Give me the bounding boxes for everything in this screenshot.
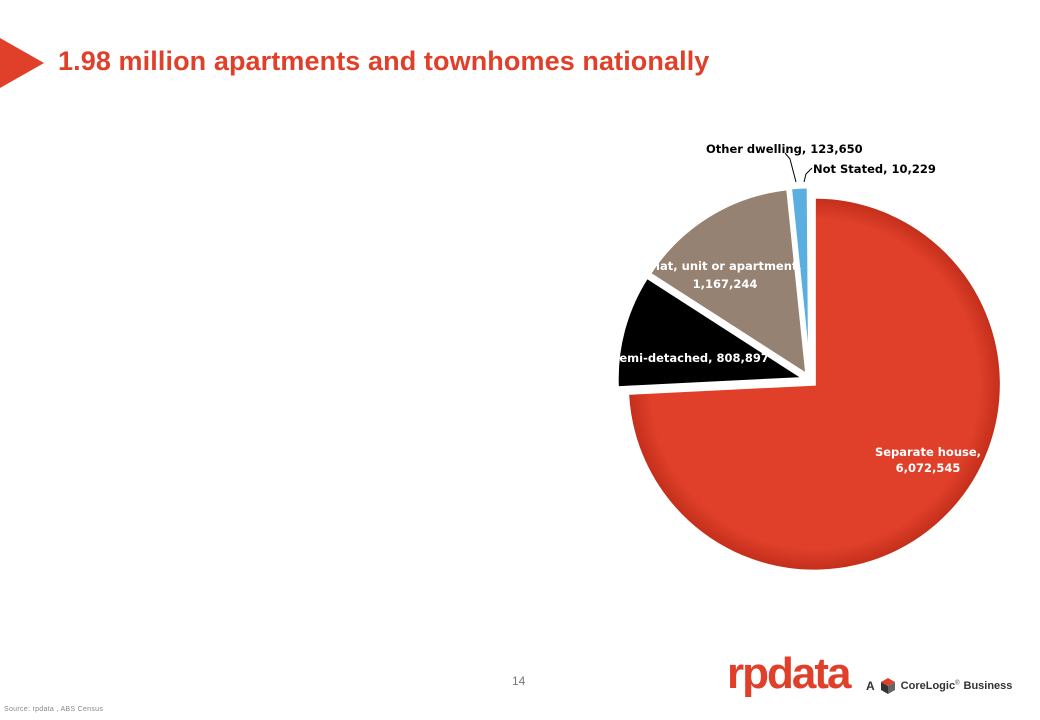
slice-label-separate-house: Separate house, 6,072,545 <box>875 445 981 475</box>
leader-line-4 <box>803 167 813 183</box>
title-accent-arrow <box>0 38 44 88</box>
pie-slice-flat-unit-or-apartment <box>647 187 809 378</box>
pie-slice-not-stated <box>806 185 812 375</box>
rpdata-logo: rpdata <box>727 649 851 698</box>
page-number: 14 <box>512 674 526 688</box>
corelogic-cube-icon <box>880 678 895 694</box>
badge-a: A <box>866 679 875 693</box>
source-note: Source: rpdata , ABS Census <box>4 706 104 713</box>
pie-slice-separate-house <box>625 195 1003 573</box>
leader-line-3 <box>784 152 797 183</box>
pie-slice-semi-detached <box>615 275 809 390</box>
corelogic-badge: A CoreLogic® Business <box>866 674 1012 698</box>
slice-label-flat-unit-or-apartment: Flat, unit or apartment, 1,167,244 <box>648 259 802 291</box>
slide-title: 1.98 million apartments and townhomes na… <box>58 46 710 76</box>
badge-business: Business <box>963 680 1013 692</box>
corelogic-brand: CoreLogic® <box>900 680 960 692</box>
slice-label-not-stated: Not Stated, 10,229 <box>813 162 936 176</box>
slice-label-other-dwelling: Other dwelling, 123,650 <box>706 142 863 156</box>
slice-label-semi-detached: Semi-detached, 808,897 <box>611 351 769 365</box>
